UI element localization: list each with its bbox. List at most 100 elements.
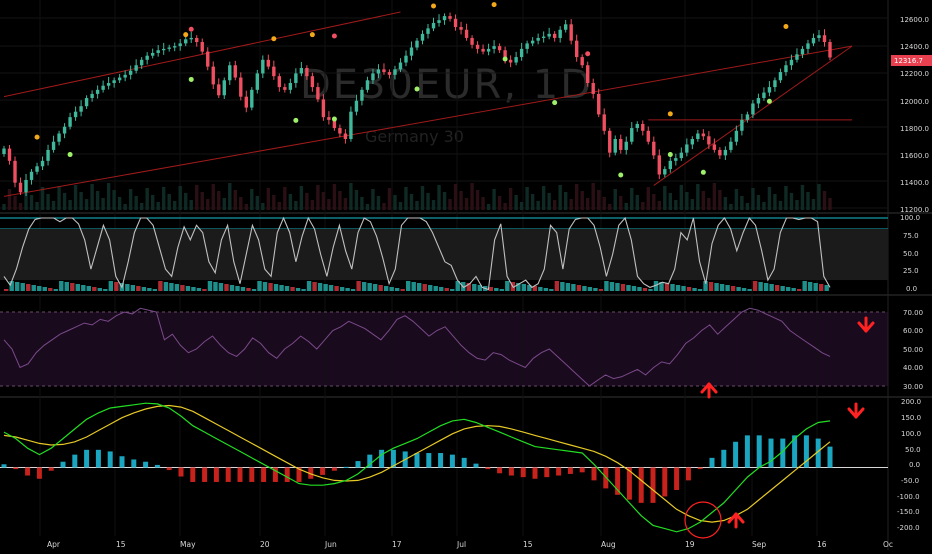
rsi-axis[interactable]: 70.00 60.00 50.00 40.00 30.00 — [903, 309, 923, 391]
candle-body — [773, 80, 777, 88]
candle-body — [101, 85, 105, 90]
volume-bar — [2, 204, 6, 210]
candle-body — [327, 117, 331, 120]
volume-bar — [663, 186, 667, 210]
candle-body — [404, 55, 408, 63]
stoch-histogram-bar — [769, 284, 774, 291]
macd-histogram-bar — [733, 441, 739, 468]
stoch-histogram-bar — [295, 288, 301, 291]
stoch-histogram-bar — [560, 282, 565, 291]
rsi-tick: 60.00 — [903, 327, 923, 335]
current-price-badge — [891, 55, 932, 66]
stoch-histogram-bar — [64, 282, 69, 291]
volume-bar — [641, 202, 645, 210]
stoch-histogram-bar — [92, 287, 97, 291]
volume-bar — [624, 203, 628, 210]
volume-bar — [332, 184, 337, 210]
candle-body — [305, 67, 309, 77]
volume-bar — [79, 192, 83, 210]
candle-body — [139, 59, 144, 66]
stoch-histogram-bar — [516, 283, 521, 291]
candle-body — [343, 133, 348, 139]
stoch-histogram-bar — [824, 285, 829, 291]
volume-bar — [255, 196, 260, 210]
stoch-histogram-bar — [686, 287, 692, 291]
stoch-histogram-bar — [796, 289, 802, 291]
candle-body — [718, 149, 722, 156]
macd-histogram-bar — [296, 467, 302, 482]
price-tick: 12000.0 — [900, 98, 929, 106]
volume-bar — [569, 199, 573, 210]
price-tick: 12200.0 — [900, 70, 929, 78]
stoch-tick: 0.0 — [906, 285, 917, 293]
candle-body — [503, 50, 507, 60]
stoch-histogram-bar — [582, 286, 587, 291]
macd-cross-highlight — [684, 501, 722, 539]
volume-bar — [745, 203, 750, 210]
macd-histogram-bar — [638, 467, 644, 503]
volume-bar — [106, 183, 111, 210]
candle-body — [288, 83, 293, 90]
macd-histogram-bar — [556, 467, 562, 476]
stoch-histogram-bar — [273, 284, 279, 291]
stoch-histogram-bar — [747, 289, 752, 291]
stoch-histogram-bar — [697, 289, 703, 291]
stoch-histogram-bar — [70, 283, 75, 291]
price-tick: 11200.0 — [900, 206, 929, 214]
stoch-histogram-bar — [637, 287, 642, 291]
date-axis[interactable]: Apr 15 May 20 Jun 17 Jul 15 Aug 19 Sep 1… — [47, 540, 893, 549]
volume-bar — [729, 204, 733, 210]
stoch-histogram-bar — [235, 286, 240, 291]
candle-body — [266, 59, 271, 67]
volume-bar — [112, 190, 116, 210]
volume-bar — [222, 198, 226, 210]
macd-histogram-bar — [744, 435, 750, 468]
volume-bar — [492, 189, 496, 210]
macd-histogram-bar — [261, 467, 267, 482]
macd-histogram-bar — [591, 467, 597, 481]
candle-body — [195, 37, 199, 43]
macd-axis[interactable]: 200.0 150.0 100.0 50.0 0.0 -50.0 -100.0 … — [897, 398, 921, 532]
volume-bar — [646, 187, 650, 210]
volume-bar — [828, 198, 832, 210]
candle-body — [398, 62, 403, 70]
candle-body — [707, 136, 711, 145]
price-axis[interactable]: 12600.0 12400.0 12200.0 12000.0 11800.0 … — [891, 16, 932, 214]
macd-tick: 50.0 — [905, 446, 921, 454]
trendlines[interactable] — [3, 11, 853, 197]
candle-body — [90, 93, 94, 99]
macd-histogram-bar — [213, 467, 219, 482]
volume-bar — [773, 194, 777, 210]
volume-bar — [420, 186, 425, 210]
candle-body — [35, 166, 39, 172]
volume-bar — [29, 195, 34, 210]
candle-body — [448, 16, 452, 19]
stoch-axis[interactable]: 100.0 75.0 50.0 25.0 0.0 — [900, 214, 920, 293]
stoch-histogram-bar — [81, 285, 86, 291]
volume-bar — [613, 189, 617, 210]
volume-bar — [563, 192, 568, 210]
stoch-histogram-bar — [719, 284, 725, 291]
stoch-histogram-bar — [439, 287, 444, 291]
volume-bar — [503, 203, 507, 210]
candle-body — [663, 169, 667, 175]
volume-bar — [310, 200, 315, 210]
stoch-histogram-bar — [670, 284, 675, 291]
candle-body — [354, 100, 359, 112]
volume-bar — [404, 187, 408, 210]
volume-bar — [51, 201, 56, 210]
stoch-histogram-bar — [108, 281, 114, 291]
volume-bar — [46, 194, 50, 210]
stoch-histogram-bar — [185, 286, 191, 291]
candle-body — [696, 133, 700, 139]
macd-histogram-bar — [13, 467, 19, 470]
macd-histogram-bar — [520, 467, 526, 478]
price-pane — [0, 0, 888, 212]
candle-body — [591, 83, 595, 94]
stoch-histogram-bar — [86, 286, 92, 291]
candle-body — [250, 89, 254, 108]
candle-body — [734, 130, 739, 142]
macd-tick: 150.0 — [901, 414, 921, 422]
stoch-histogram-bar — [802, 281, 807, 291]
